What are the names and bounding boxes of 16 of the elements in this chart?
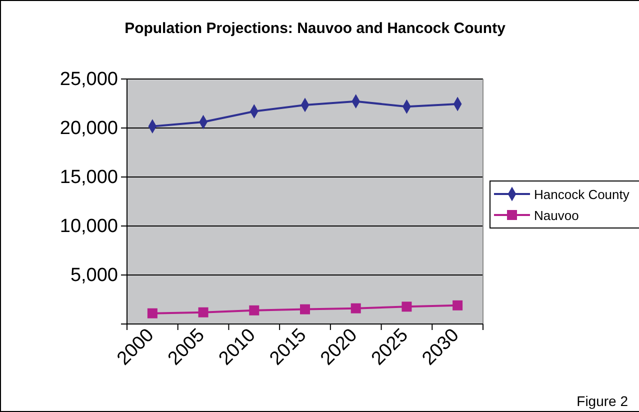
legend-label: Nauvoo: [534, 208, 579, 223]
point: [198, 307, 208, 318]
chart-title: Population Projections: Nauvoo and Hancock County: [124, 20, 506, 37]
y-tick-label: 25,000: [60, 69, 118, 90]
y-tick-label: 10,000: [60, 216, 118, 238]
point: [350, 303, 361, 314]
legend-label: Hancock County: [534, 187, 630, 202]
y-tick-label: 15,000: [60, 167, 118, 188]
caption: Figure 2: [576, 393, 628, 409]
point: [402, 302, 412, 312]
point: [300, 304, 310, 314]
point: [452, 300, 463, 310]
y-tick-label: 5,000: [70, 265, 118, 286]
point: [147, 308, 158, 318]
point: [249, 305, 260, 316]
y-tick-label: 20,000: [60, 118, 118, 140]
